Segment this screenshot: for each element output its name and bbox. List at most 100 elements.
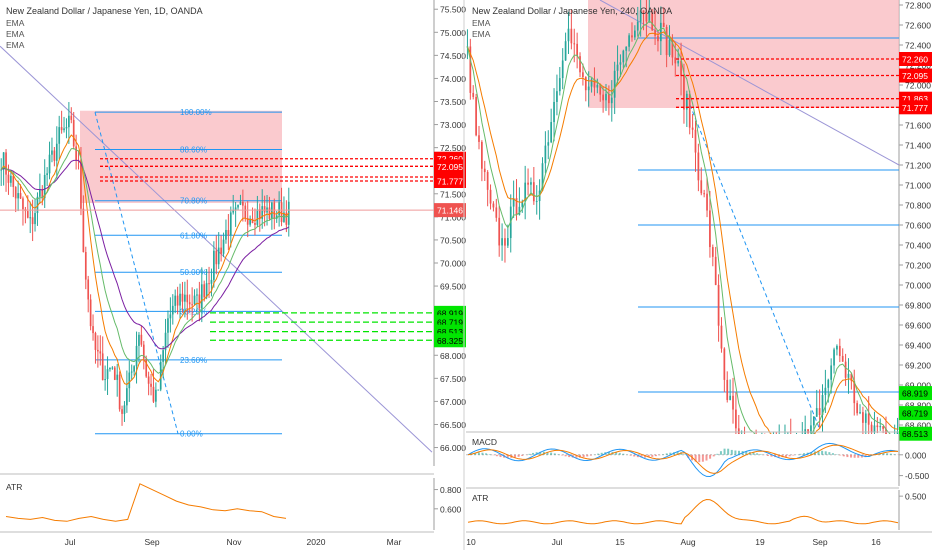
resistance-tag-bg	[434, 174, 468, 189]
candle-body	[639, 10, 642, 22]
candle-body	[213, 250, 215, 280]
macd-histogram-bar	[597, 453, 600, 455]
candle-body	[283, 212, 285, 222]
resistance-tag-bg	[434, 159, 468, 174]
y-tick-label: 72.800	[905, 1, 931, 11]
macd-histogram-bar	[770, 454, 773, 457]
candle-body	[205, 283, 208, 298]
candle-body	[674, 57, 677, 64]
candle-body	[683, 75, 685, 110]
candle-body	[717, 284, 720, 326]
candle-body	[870, 424, 873, 433]
candle-body	[10, 175, 12, 183]
candle-body	[726, 379, 729, 400]
resistance-tag-bg	[899, 100, 932, 115]
candle-body	[648, 12, 651, 22]
y-tick-label: 67.000	[440, 397, 466, 407]
candle-body	[668, 39, 671, 56]
y-tick-label: 68.000	[440, 351, 466, 361]
resistance-tag: 72.095	[437, 162, 463, 172]
candle-body	[196, 294, 198, 296]
candle-body	[89, 299, 92, 327]
candle-body	[596, 84, 599, 88]
support-tag-bg	[899, 386, 932, 401]
trend-line	[599, 0, 900, 166]
resistance-tag-bg	[899, 52, 932, 66]
y-tick-label: 0.000	[905, 450, 927, 460]
y-tick-label: 66.000	[440, 443, 466, 453]
macd-histogram-bar	[644, 454, 647, 458]
macd-histogram-bar	[694, 454, 697, 462]
macd-histogram-bar	[521, 454, 524, 456]
fib-diagonal	[94, 111, 179, 434]
candle-body	[481, 141, 483, 169]
candle-body	[275, 215, 278, 219]
candle-body	[232, 210, 235, 213]
candle-body	[495, 207, 498, 218]
candle-body	[249, 218, 251, 225]
signal-line	[467, 444, 899, 474]
candle-body	[659, 22, 662, 42]
resistance-tag: 71.777	[902, 103, 928, 113]
macd-histogram-bar	[607, 451, 610, 455]
macd-histogram-bar	[528, 453, 531, 455]
candle-body	[544, 145, 547, 164]
macd-histogram-bar	[716, 453, 719, 455]
y-tick-label: 71.000	[905, 181, 931, 191]
macd-histogram-bar	[756, 453, 759, 455]
candle-body	[130, 371, 133, 373]
fib-label: 50.00%	[180, 268, 207, 277]
candle-body	[152, 386, 155, 402]
candle-body	[680, 60, 682, 76]
macd-histogram-bar	[723, 448, 726, 455]
atr-label: ATR	[6, 482, 22, 492]
candle-body	[278, 202, 280, 216]
candle-body	[472, 92, 475, 97]
candle-body	[109, 367, 111, 370]
candle-body	[697, 152, 700, 181]
candle-body	[521, 201, 524, 207]
candle-body	[48, 154, 51, 174]
fib-diagonal	[689, 104, 821, 431]
macd-histogram-bar	[842, 454, 845, 457]
indicator-label: EMA	[472, 18, 491, 28]
candle-body	[234, 207, 237, 211]
candle-body	[873, 425, 876, 433]
resistance-tag-bg	[899, 68, 932, 83]
candle-body	[121, 409, 123, 414]
candle-body	[605, 93, 607, 101]
y-tick-label: 0.800	[440, 485, 462, 495]
candle-body	[833, 349, 835, 366]
macd-histogram-bar	[839, 454, 842, 456]
candle-body	[709, 210, 711, 248]
y-tick-label: 70.500	[440, 235, 466, 245]
candle-body	[662, 22, 665, 27]
macd-histogram-bar	[499, 454, 502, 458]
y-tick-label: 69.500	[440, 282, 466, 292]
candle-body	[113, 367, 116, 380]
macd-histogram-bar	[752, 452, 755, 455]
y-tick-label: 69.800	[905, 301, 931, 311]
candle-body	[142, 344, 145, 359]
supply-zone	[588, 0, 899, 108]
x-tick-label: 19	[755, 537, 765, 547]
macd-histogram-bar	[550, 452, 553, 455]
candle-body	[7, 174, 10, 183]
candle-body	[593, 79, 596, 88]
candle-body	[636, 21, 639, 31]
support-tag: 68.919	[902, 389, 928, 399]
candle-body	[610, 97, 613, 104]
resistance-tag: 72.260	[902, 55, 928, 65]
macd-histogram-bar	[579, 454, 582, 458]
candle-body	[203, 284, 206, 298]
candle-body	[732, 395, 734, 410]
macd-histogram-bar	[654, 454, 657, 457]
macd-histogram-bar	[669, 452, 672, 455]
macd-histogram-bar	[824, 451, 827, 455]
candle-body	[285, 212, 288, 225]
candle-body	[271, 202, 273, 219]
y-tick-label: 72.000	[905, 81, 931, 91]
macd-histogram-bar	[777, 454, 780, 458]
candle-body	[469, 46, 472, 93]
